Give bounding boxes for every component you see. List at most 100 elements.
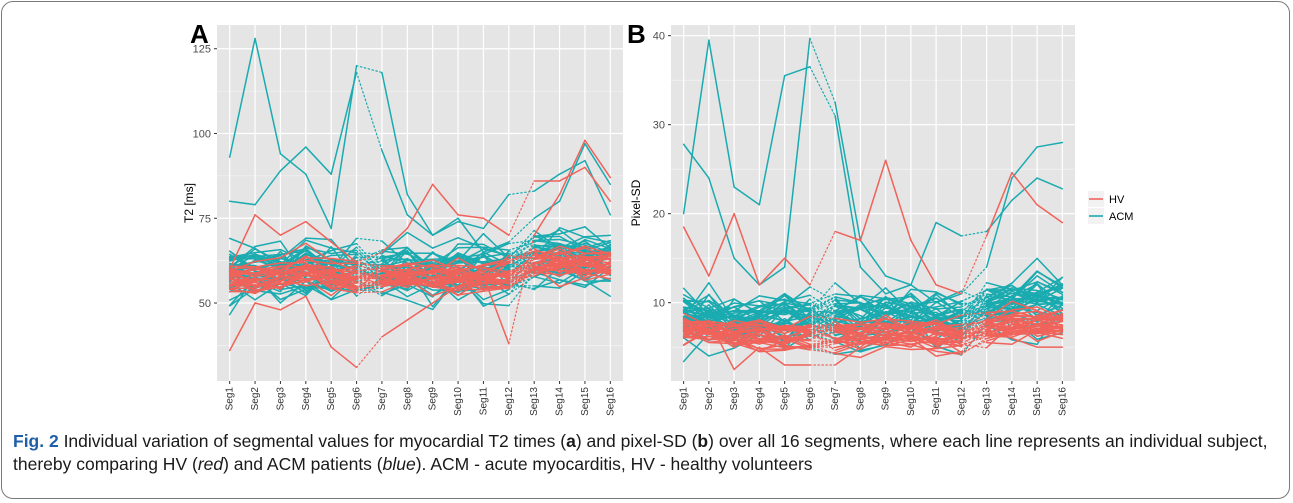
series-segment [758,349,786,353]
series-segment [482,286,510,293]
series-segment [783,345,811,349]
series-segment [1011,329,1038,336]
x-tick-label: Seg3 [729,387,740,411]
series-segment [834,346,862,366]
series-segment [508,229,535,260]
series-segment [431,277,459,280]
series-segment [279,146,307,172]
series-segment [228,271,256,283]
series-segment [406,262,434,282]
series-segment [960,289,988,302]
series-segment [708,327,735,336]
series-segment [330,346,358,369]
series-segment [1011,300,1038,312]
x-tick-label: Seg5 [326,387,337,411]
series-segment [809,293,836,305]
series-segment [533,263,561,269]
series-segment [355,291,383,294]
series-segment [985,316,1013,332]
y-tick-label: 30 [653,120,665,132]
caption-panel-b-ref: b [697,431,709,451]
series-segment [834,331,862,335]
series-segment [1036,315,1064,322]
series-segment [960,296,988,317]
series-segment [859,301,887,320]
series-segment [431,220,459,236]
series-segment [584,263,612,273]
series-segment [279,239,307,266]
series-segment [305,247,332,271]
series-segment [834,101,862,242]
series-segment [985,287,1013,302]
series-segment [758,344,786,350]
series-segment [834,294,862,312]
series-segment [279,284,307,291]
series-segment [482,246,510,251]
series-segment [355,71,383,152]
series-segment [682,319,710,340]
series-segment [406,193,434,236]
series-segment [431,183,459,216]
caption-red-ref: red [197,454,224,474]
series-segment [381,71,409,196]
series-segment [482,288,510,301]
series-segment [584,257,612,265]
series-segment [809,333,836,343]
series-segment [809,230,836,286]
series-segment [809,330,836,352]
y-tick-label: 50 [199,298,211,310]
x-tick-label: Seg10 [906,387,917,416]
series-segment [305,146,332,175]
series-segment [381,262,409,280]
series-segment [355,272,383,288]
series-segment [355,237,383,242]
series-segment [809,66,836,117]
series-segment [708,306,735,312]
series-segment [330,241,358,264]
series-segment [859,323,887,326]
series-segment [783,257,811,286]
series-segment [859,332,887,347]
series-segment [985,318,1013,337]
panel-label: B [627,19,646,49]
series-segment [834,341,862,352]
series-segment [935,323,963,337]
series-segment [279,249,307,269]
series-segment [708,298,735,309]
series-segment [834,299,862,304]
series-segment [960,230,988,237]
series-segment [431,272,459,283]
series-segment [809,341,836,345]
series-segment [910,302,937,317]
series-segment [985,299,1013,306]
series-segment [809,326,836,330]
series-segment [884,302,912,316]
series-segment [733,300,761,309]
series-segment [1011,146,1038,179]
series-segment [910,288,937,293]
y-tick-label: 75 [199,213,211,225]
series-segment [406,262,434,268]
series-segment [1011,337,1038,348]
series-segment [859,307,887,327]
series-segment [558,142,586,203]
series-segment [254,266,282,283]
series-segment [508,268,535,285]
series-segment [381,246,409,275]
series-segment [960,313,988,330]
series-segment [558,166,586,182]
series-segment [584,234,612,238]
series-segment [758,334,786,342]
series-segment [935,221,963,237]
caption-text-2: ) and pixel-SD ( [575,431,698,451]
series-segment [254,302,282,311]
series-segment [482,258,510,266]
series-segment [960,290,988,303]
series-segment [1011,310,1038,315]
series-segment [482,272,510,278]
series-segment [960,326,988,342]
series-segment [508,239,535,245]
x-tick-label: Seg5 [780,387,791,411]
series-segment [960,340,988,354]
series-segment [884,327,912,330]
